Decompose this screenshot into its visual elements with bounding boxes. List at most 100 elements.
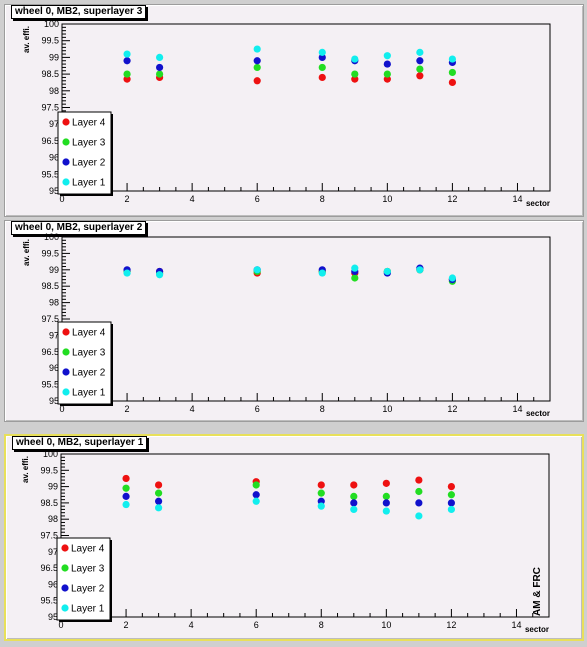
data-point-layer-1 [318,48,326,56]
data-point-layer-3 [156,70,164,78]
legend-marker [62,138,70,146]
y-tick-label: 96.5 [41,136,59,146]
plot-panel-superlayer-3[interactable]: wheel 0, MB2, superlayer 3 95 95.5 96 96.5 9… [4,4,584,217]
x-axis-label: sector [526,199,550,208]
plot-panel-superlayer-1[interactable]: wheel 0, MB2, superlayer 1 95 95.5 96 96.5 9… [4,434,584,641]
y-tick-label: 97 [49,119,59,129]
data-point-layer-3 [383,70,391,78]
data-point-layer-3 [155,489,163,497]
data-point-layer-1 [156,271,164,279]
y-tick-label: 98.5 [40,498,58,508]
plot-panel-superlayer-2[interactable]: wheel 0, MB2, superlayer 2 95 95.5 96 96.5 9… [4,220,584,422]
data-point-layer-1 [383,52,391,60]
data-point-layer-2 [383,60,391,68]
y-tick-label: 98 [49,298,59,308]
legend-marker [62,178,70,186]
plot-frame [61,236,551,402]
legend-entry: Layer 3 [71,564,105,575]
data-point-layer-4 [416,72,424,80]
legend-entry: Layer 2 [71,584,105,595]
y-tick-label: 97 [49,330,59,340]
x-tick-label: 10 [382,194,392,204]
data-point-layer-4 [415,476,423,484]
data-point-layer-1 [253,45,261,53]
data-point-layer-4 [382,479,390,487]
x-tick-label: 6 [255,194,260,204]
x-tick-label: 8 [320,404,325,414]
y-tick-label: 99 [48,482,58,492]
x-tick-label: 6 [255,404,260,414]
data-point-layer-2 [382,499,390,507]
legend-entry: Layer 2 [72,158,106,169]
y-tick-label: 100 [44,19,59,29]
y-tick-label: 95 [48,612,58,622]
data-point-layer-3 [415,487,423,496]
legend-marker [61,544,69,552]
legend-marker [62,328,70,336]
data-point-layer-4 [123,75,131,83]
data-point-layer-1 [416,48,424,56]
panel-title: wheel 0, MB2, superlayer 3 [11,5,147,19]
x-tick-label: 14 [512,194,522,204]
data-point-layer-4 [448,78,456,87]
data-point-layer-1 [351,264,359,272]
y-tick-label: 99.5 [41,36,59,46]
y-tick-label: 99 [49,265,59,275]
y-tick-label: 96.5 [40,563,58,573]
x-tick-label: 4 [190,194,195,204]
legend-entry: Layer 3 [72,138,106,149]
side-note: AM & FRC [532,567,543,616]
data-point-layer-2 [156,63,164,72]
data-point-layer-2 [252,491,260,499]
y-tick-label: 97.5 [40,531,58,541]
data-point-layer-1 [253,266,261,274]
x-tick-label: 14 [512,404,522,414]
x-axis-label: sector [526,409,550,418]
x-tick-label: 12 [447,194,457,204]
data-point-layer-3 [318,63,326,72]
panel-title: wheel 0, MB2, superlayer 2 [11,221,147,235]
legend-entry: Layer 1 [71,604,105,615]
data-point-layer-3 [448,68,456,77]
y-tick-label: 98 [48,514,58,524]
data-point-layer-3 [447,491,455,499]
data-point-layer-2 [416,57,424,65]
x-tick-label: 10 [382,404,392,414]
y-tick-label: 95.5 [41,380,59,390]
data-point-layer-4 [122,474,130,483]
y-tick-label: 96 [48,579,58,589]
y-tick-label: 97.5 [41,103,59,113]
data-point-layer-4 [155,481,163,489]
legend-entry: Layer 1 [72,178,106,189]
y-tick-label: 98.5 [41,281,59,291]
data-point-layer-1 [416,266,424,274]
data-point-layer-1 [156,53,164,62]
data-point-layer-2 [122,492,130,500]
x-tick-label: 12 [446,620,456,630]
data-point-layer-3 [382,492,390,500]
data-point-layer-1 [447,505,455,514]
data-point-layer-2 [350,499,358,507]
y-tick-label: 98 [49,86,59,96]
legend-entry: Layer 1 [72,388,106,399]
data-point-layer-1 [318,269,326,277]
x-tick-label: 6 [254,620,259,630]
data-point-layer-1 [123,50,131,58]
data-point-layer-1 [448,55,456,63]
y-tick-label: 95.5 [40,596,58,606]
x-axis-label: sector [525,625,549,634]
x-tick-label: 0 [59,404,64,414]
data-point-layer-4 [351,75,359,83]
data-point-layer-2 [415,499,423,507]
y-tick-label: 100 [43,449,58,459]
data-point-layer-1 [382,507,390,515]
legend-marker [61,564,69,572]
data-point-layer-3 [350,492,358,500]
y-tick-label: 99.5 [41,248,59,258]
legend-marker [62,368,70,376]
data-point-layer-1 [448,274,456,282]
scatter-chart-superlayer-2: 95 95.5 96 96.5 97 97.5 98 98.5 99 99.5 100 0 2 4 6 8 10… [22,232,551,418]
y-axis-label: av. effi. [21,456,30,483]
legend-marker [62,348,70,356]
x-tick-label: 8 [320,194,325,204]
